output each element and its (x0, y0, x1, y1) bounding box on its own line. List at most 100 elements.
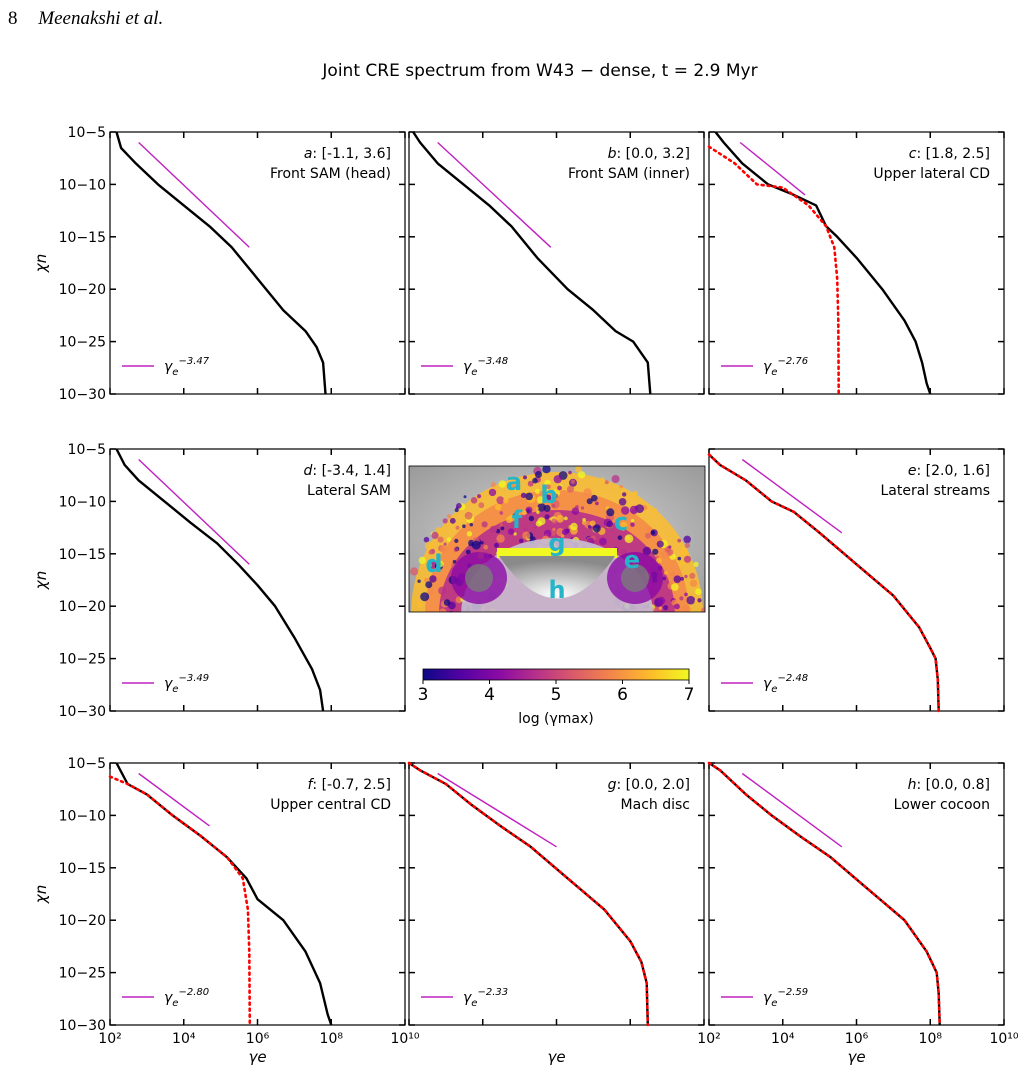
speckle (653, 507, 657, 511)
fit-line (108, 775, 252, 1027)
spectrum-line (714, 131, 932, 395)
region-coords: : [-0.7, 2.5] (312, 777, 391, 793)
powerlaw-line (437, 141, 552, 248)
speckle (535, 471, 542, 478)
speckle (650, 530, 656, 535)
region-coords: : [0.0, 0.8] (916, 777, 990, 793)
speckle (586, 498, 593, 505)
speckle (490, 481, 496, 488)
powerlaw-line (138, 141, 250, 248)
region-label: c: [1.8, 2.5] (909, 146, 990, 162)
speckle (656, 540, 664, 548)
region-letter-a: a (506, 468, 522, 496)
speckle (425, 581, 433, 589)
speckle (443, 542, 447, 546)
speckle (670, 571, 676, 577)
speckle (556, 514, 564, 523)
speckle (534, 489, 540, 494)
speckle (618, 498, 627, 506)
legend-sup: −2.76 (777, 356, 808, 367)
speckle (682, 604, 691, 612)
speckle (466, 531, 473, 537)
speckle (528, 515, 535, 522)
region-coords: : [-3.4, 1.4] (312, 463, 391, 479)
speckle (454, 538, 459, 544)
legend-sup: −2.80 (178, 987, 209, 998)
region-name: Front SAM (inner) (568, 166, 690, 182)
speckle (429, 590, 434, 594)
speckle (630, 519, 635, 523)
speckle (630, 522, 635, 527)
x-tick-label: 10¹⁰ (390, 1031, 419, 1047)
region-letter: c (909, 146, 917, 162)
legend-label: γe−2.80 (164, 987, 209, 1009)
speckle (463, 495, 467, 499)
region-letter: f (307, 777, 314, 793)
x-tick-label: 10⁸ (320, 1031, 344, 1047)
speckle (437, 560, 444, 568)
speckle (604, 480, 609, 485)
speckle (523, 475, 527, 480)
speckle (683, 555, 692, 563)
legend-label: γe−2.76 (763, 356, 808, 378)
speckle (671, 583, 679, 591)
speckle (513, 532, 517, 536)
colorbar-tick-label: 5 (551, 685, 562, 705)
speckle (550, 499, 560, 509)
legend-label: γe−3.48 (463, 356, 508, 378)
legend-sub: e (172, 998, 178, 1009)
x-axis-label: γe (248, 1048, 266, 1066)
x-axis-label: γe (847, 1048, 865, 1066)
legend-sub: e (471, 998, 477, 1009)
inset-colormap-field (409, 466, 705, 612)
legend-sub: e (771, 367, 777, 378)
region-letter-f: f (512, 506, 523, 534)
speckle (543, 504, 551, 512)
y-tick-label: 10−25 (59, 652, 106, 668)
lower-bowl (499, 556, 615, 599)
speckle (674, 603, 680, 610)
speckle (701, 607, 705, 612)
speckle (456, 503, 462, 509)
speckle (680, 560, 686, 566)
speckle (679, 596, 684, 601)
speckle (545, 484, 551, 490)
speckle (664, 571, 668, 575)
region-label: f: [-0.7, 2.5] (307, 777, 391, 793)
legend-base: γ (463, 359, 472, 375)
region-label: a: [-1.1, 3.6] (304, 146, 391, 162)
speckle (478, 502, 485, 509)
speckle (568, 470, 572, 475)
region-letter-g: g (548, 529, 565, 557)
legend-label: γe−2.33 (463, 987, 508, 1009)
speckle (570, 479, 576, 485)
speckle (621, 506, 630, 515)
speckle (563, 516, 568, 521)
speckle (464, 511, 473, 520)
speckle (439, 545, 448, 553)
speckle (462, 524, 466, 528)
speckle (545, 489, 550, 494)
region-letter-c: c (614, 508, 628, 536)
speckle (683, 535, 691, 544)
speckle (494, 542, 499, 548)
x-tick-label: 10⁶ (845, 1031, 869, 1047)
powerlaw-line (138, 458, 250, 565)
legend-base: γ (763, 359, 772, 375)
y-tick-label: 10−10 (59, 808, 106, 824)
y-tick-label: 10−30 (59, 704, 106, 720)
speckle (536, 510, 540, 514)
speckle (662, 576, 666, 581)
x-axis-label: γe (547, 1048, 565, 1066)
lateral-core-right (621, 564, 649, 592)
legend-sup: −2.59 (777, 987, 808, 998)
figure-suptitle: Joint CRE spectrum from W43 − dense, t =… (321, 61, 757, 81)
panel-a: 10−5 10−10 10−15 10−20 10−25 10−30 χn a: [-1.1,… (32, 125, 406, 403)
fit-line (407, 761, 650, 1027)
region-letter: e (908, 463, 917, 479)
inset-frame (408, 465, 706, 613)
speckle (455, 525, 460, 530)
speckle (544, 514, 550, 520)
region-coords: : [-1.1, 3.6] (312, 146, 391, 162)
